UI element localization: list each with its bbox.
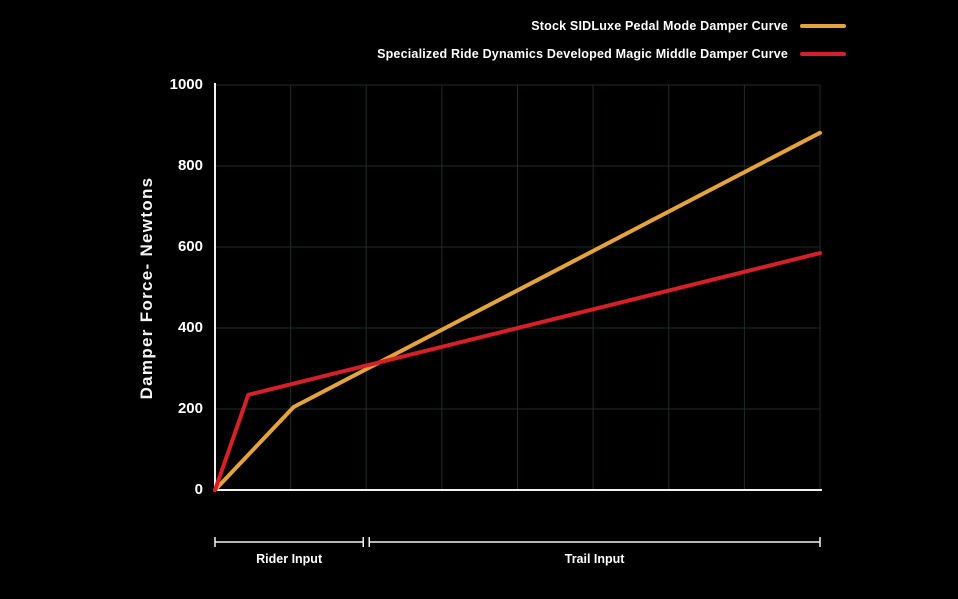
y-tick-label: 0 xyxy=(194,481,203,498)
legend-label-stock: Stock SIDLuxe Pedal Mode Damper Curve xyxy=(531,19,788,33)
legend-item-magic-middle: Specialized Ride Dynamics Developed Magi… xyxy=(377,47,846,61)
legend-item-stock: Stock SIDLuxe Pedal Mode Damper Curve xyxy=(531,19,846,33)
legend: Stock SIDLuxe Pedal Mode Damper Curve Sp… xyxy=(377,19,846,61)
legend-label-magic-middle: Specialized Ride Dynamics Developed Magi… xyxy=(377,47,788,61)
chart-svg: Rider Input Trail Input xyxy=(213,83,822,566)
y-tick-label: 200 xyxy=(177,400,203,417)
y-tick-label: 1000 xyxy=(169,76,203,93)
y-tick-label: 800 xyxy=(177,157,203,174)
legend-swatch-stock xyxy=(800,24,846,28)
x-annotation-label: Trail Input xyxy=(565,552,626,566)
y-tick-label: 400 xyxy=(177,319,203,336)
legend-swatch-magic-middle xyxy=(800,52,846,56)
series-line-0 xyxy=(213,130,822,492)
x-annotation-label: Rider Input xyxy=(256,552,323,566)
series-line-1 xyxy=(213,251,822,492)
y-tick-labels: 0 200 400 600 800 1000 xyxy=(110,0,203,599)
y-tick-label: 600 xyxy=(177,238,203,255)
